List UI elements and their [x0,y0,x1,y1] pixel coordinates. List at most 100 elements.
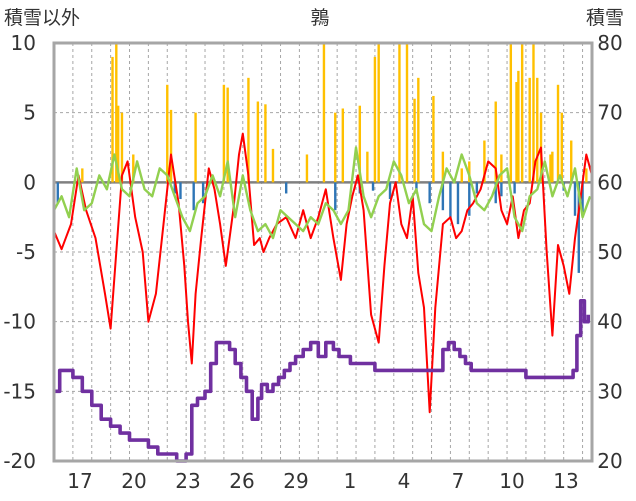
left-axis-ticks: 10 5 0 -5 -10 -15 -20 [3,31,36,473]
precip_down-bar [494,182,497,204]
precip_up-bar [413,98,416,183]
precip_up-bar [532,43,535,183]
precip_up-bar [551,151,554,183]
precip_up-bar [441,151,445,183]
series-lines [52,132,593,463]
precip_up-bar [111,56,114,183]
precip_up-bar [341,108,345,183]
precip_up-bar [460,168,463,183]
precip_down-bar [456,182,460,225]
left-tick-label: -20 [3,449,36,473]
x-tick-label: 13 [553,469,578,493]
precip_down-bar [475,182,479,194]
x-tick-label: 17 [67,469,92,493]
precip_up-bar [494,101,497,183]
right-tick-label: 60 [597,170,622,194]
precip_down-bar [573,182,577,216]
precip_down-bar [513,182,516,194]
precip_down-bar [334,182,337,211]
precip_up-bar [398,43,401,183]
right-tick-label: 80 [597,31,622,55]
precip_up-bar [334,112,337,183]
precip_up-bar [520,43,524,183]
precip_up-bar [483,140,486,183]
left-tick-label: -5 [16,240,36,264]
precip_up-bar [194,112,197,183]
right-tick-label: 40 [597,310,622,334]
right-tick-label: 50 [597,240,622,264]
precip_down-bar [179,182,182,200]
precip_up-bar [305,154,309,183]
precip_down-bar [201,182,205,204]
x-axis-ticks: 17 20 23 26 29 1 4 7 10 13 [67,469,578,493]
precip_up-bar [226,87,229,183]
precip_up-bar [116,105,120,183]
precip_down-bar [449,182,452,219]
left-tick-label: 10 [11,31,36,55]
precip_down-bar [581,182,584,216]
right-tick-label: 70 [597,101,622,125]
x-tick-label: 7 [452,469,465,493]
plot-frame [52,41,594,463]
precip_up-bar [585,168,588,183]
right-axis-title: 積雪 [586,7,624,29]
precip_down-bar [388,182,392,200]
left-tick-label: -15 [3,379,36,403]
precip_down-bar [468,182,471,216]
right-tick-label: 30 [597,379,622,403]
precip_up-bar [536,77,539,183]
x-tick-label: 26 [229,469,254,493]
precip_down-bar [500,182,503,197]
precip_up-bar [120,112,124,183]
right-axis-ticks: 80 70 60 50 40 30 20 [597,31,622,473]
precip_up-bar [322,43,326,183]
chart-title: 鶉 [310,7,329,29]
precip_up-bar [528,77,531,183]
precip_up-bar [264,104,267,183]
precip_down-bar [415,182,418,194]
precip_up-bar [271,148,275,183]
x-tick-label: 23 [175,469,200,493]
left-tick-label: 5 [23,101,36,125]
precip_up-bar [247,77,250,183]
precip_up-bar [377,43,380,183]
precip_up-bar [468,161,471,183]
precip_down-bar [371,182,375,191]
x-tick-label: 20 [121,469,146,493]
precip_up-bar [81,168,84,183]
precip_up-bar [222,84,226,183]
precip_up-bar [373,56,377,183]
precip_up-bar [132,154,135,183]
precip_down-bar [284,182,288,194]
precip_up-bar [417,77,420,183]
x-tick-label: 10 [499,469,524,493]
precip_down-bar [56,182,59,204]
left-axis-title: 積雪以外 [4,7,80,29]
precip_up-bar [432,95,435,183]
precip_down-bar [428,182,431,204]
precip_down-bar [192,182,195,211]
snow_depth-line [54,299,590,463]
precip_up-bar [560,112,563,183]
precip_up-bar [500,154,503,183]
right-tick-label: 20 [597,449,622,473]
left-tick-label: -10 [3,310,36,334]
x-tick-label: 4 [398,469,411,493]
precip_down-bar [173,182,177,194]
precip_down-bar [577,182,580,273]
temp_green-line [52,146,592,240]
precip_up-bar [169,109,173,183]
precip_up-bar [556,84,560,183]
precip-bars [56,43,588,273]
precip_up-bar [509,43,513,183]
precip_up-bar [517,70,520,183]
precip_up-bar [166,84,169,183]
precip_down-bar [441,182,445,211]
x-tick-label: 1 [344,469,357,493]
left-tick-label: 0 [23,170,36,194]
precip_up-bar [115,43,118,183]
precip_up-bar [515,82,518,183]
precip_up-bar [366,151,369,183]
precip_up-bar [358,105,362,183]
